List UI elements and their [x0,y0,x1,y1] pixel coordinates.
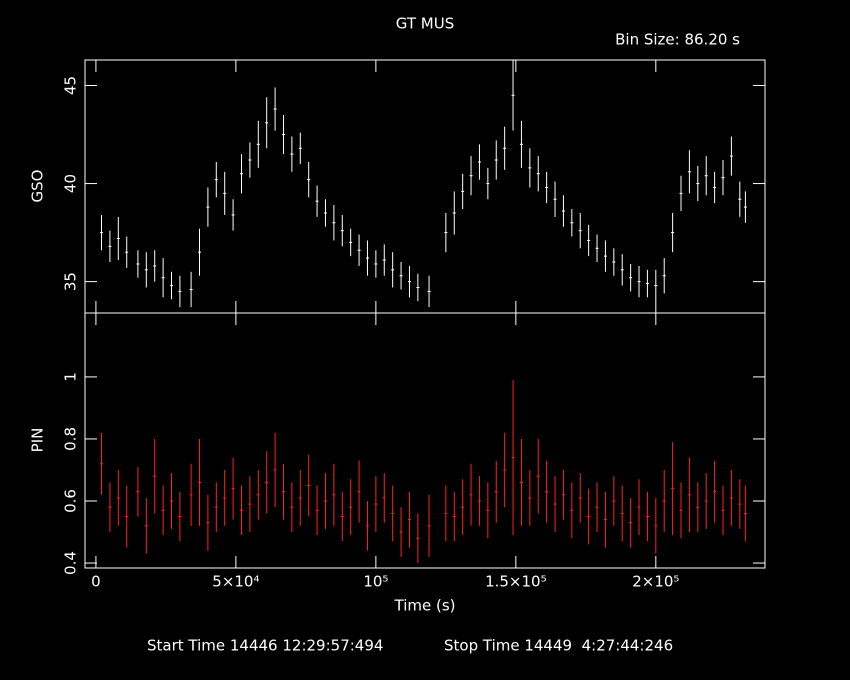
x-tick-label: 2×10⁵ [632,573,679,591]
start-time: Start Time 14446 12:29:57:494 [147,637,383,655]
y-tick-label: 1 [62,372,80,382]
x-tick-label: 1.5×10⁵ [485,573,547,591]
y-tick-label: 0.4 [62,551,80,575]
y-tick-label: 0.8 [62,427,80,451]
data-layer [100,380,747,564]
y-tick-label: 35 [62,272,80,291]
y-axis-title: PIN [29,428,47,453]
stop-time: Stop Time 14449 4:27:44:246 [444,637,673,655]
x-tick-label: 5×10⁴ [212,573,259,591]
plot-frame [84,312,766,569]
x-tick-label: 10⁵ [363,573,388,591]
y-tick-label: 0.6 [62,489,80,513]
plot-frame [84,59,766,314]
y-tick-label: 40 [62,174,80,193]
data-layer [100,60,747,308]
chart-title: GT MUS [396,15,454,33]
bin-size: Bin Size: 86.20 s [615,31,740,49]
x-axis-title: Time (s) [394,597,456,615]
y-axis-title: GSO [29,170,47,203]
y-tick-label: 45 [62,76,80,95]
x-tick-label: 0 [91,573,101,591]
